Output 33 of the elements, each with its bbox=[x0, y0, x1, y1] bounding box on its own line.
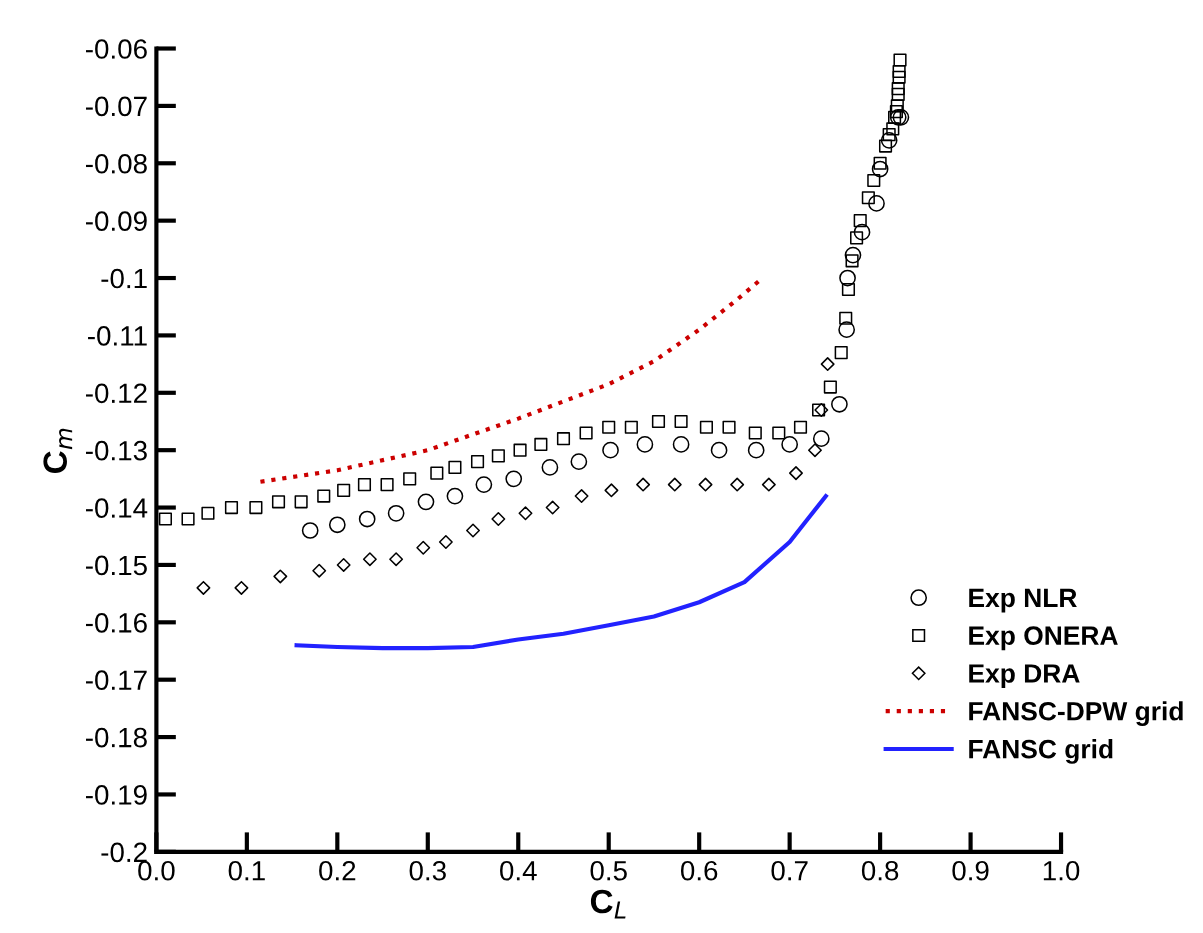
y-tick-label: -0.11 bbox=[88, 326, 147, 346]
y-tick-label: -0.08 bbox=[85, 153, 147, 174]
y-tick-label: -0.09 bbox=[85, 211, 147, 231]
x-axis-title: C$_{L}$ bbox=[590, 889, 626, 919]
x-tick-label: 0.3 bbox=[409, 860, 446, 881]
y-tick-label: -0.17 bbox=[85, 670, 147, 691]
y-tick-label: -0.13 bbox=[85, 440, 147, 461]
y-tick-label: -0.1 bbox=[101, 268, 147, 289]
y-tick-label: -0.18 bbox=[85, 727, 147, 748]
x-tick-label: 0.7 bbox=[771, 860, 808, 881]
legend-label: FANSC grid bbox=[969, 739, 1113, 764]
y-tick-label: -0.06 bbox=[85, 39, 147, 59]
x-tick-label: 0.0 bbox=[138, 860, 175, 881]
legend-label: Exp ONERA bbox=[969, 626, 1118, 651]
x-tick-label: 0.1 bbox=[228, 860, 265, 881]
x-tick-label: 1.0 bbox=[1043, 860, 1080, 881]
y-tick-label: -0.14 bbox=[85, 498, 148, 518]
x-tick-label: 0.4 bbox=[500, 860, 537, 881]
x-tick-label: 0.6 bbox=[680, 860, 718, 881]
legend-label: Exp NLR bbox=[969, 588, 1077, 613]
y-tick-label: -0.16 bbox=[85, 612, 147, 633]
x-tick-label: 0.9 bbox=[952, 860, 989, 881]
x-tick-label: 0.8 bbox=[861, 860, 899, 881]
y-tick-label: -0.2 bbox=[101, 842, 147, 863]
legend-label: FANSC-DPW grid bbox=[969, 701, 1183, 726]
y-tick-label: -0.07 bbox=[85, 96, 147, 117]
x-tick-label: 0.2 bbox=[319, 860, 356, 881]
y-tick-label: -0.19 bbox=[85, 785, 147, 805]
legend-label: Exp DRA bbox=[969, 664, 1080, 689]
y-axis-title: C$_{m}$ bbox=[43, 428, 73, 473]
y-tick-label: -0.15 bbox=[85, 555, 147, 576]
x-tick-label: 0.5 bbox=[590, 860, 627, 881]
y-tick-label: -0.12 bbox=[85, 383, 147, 404]
